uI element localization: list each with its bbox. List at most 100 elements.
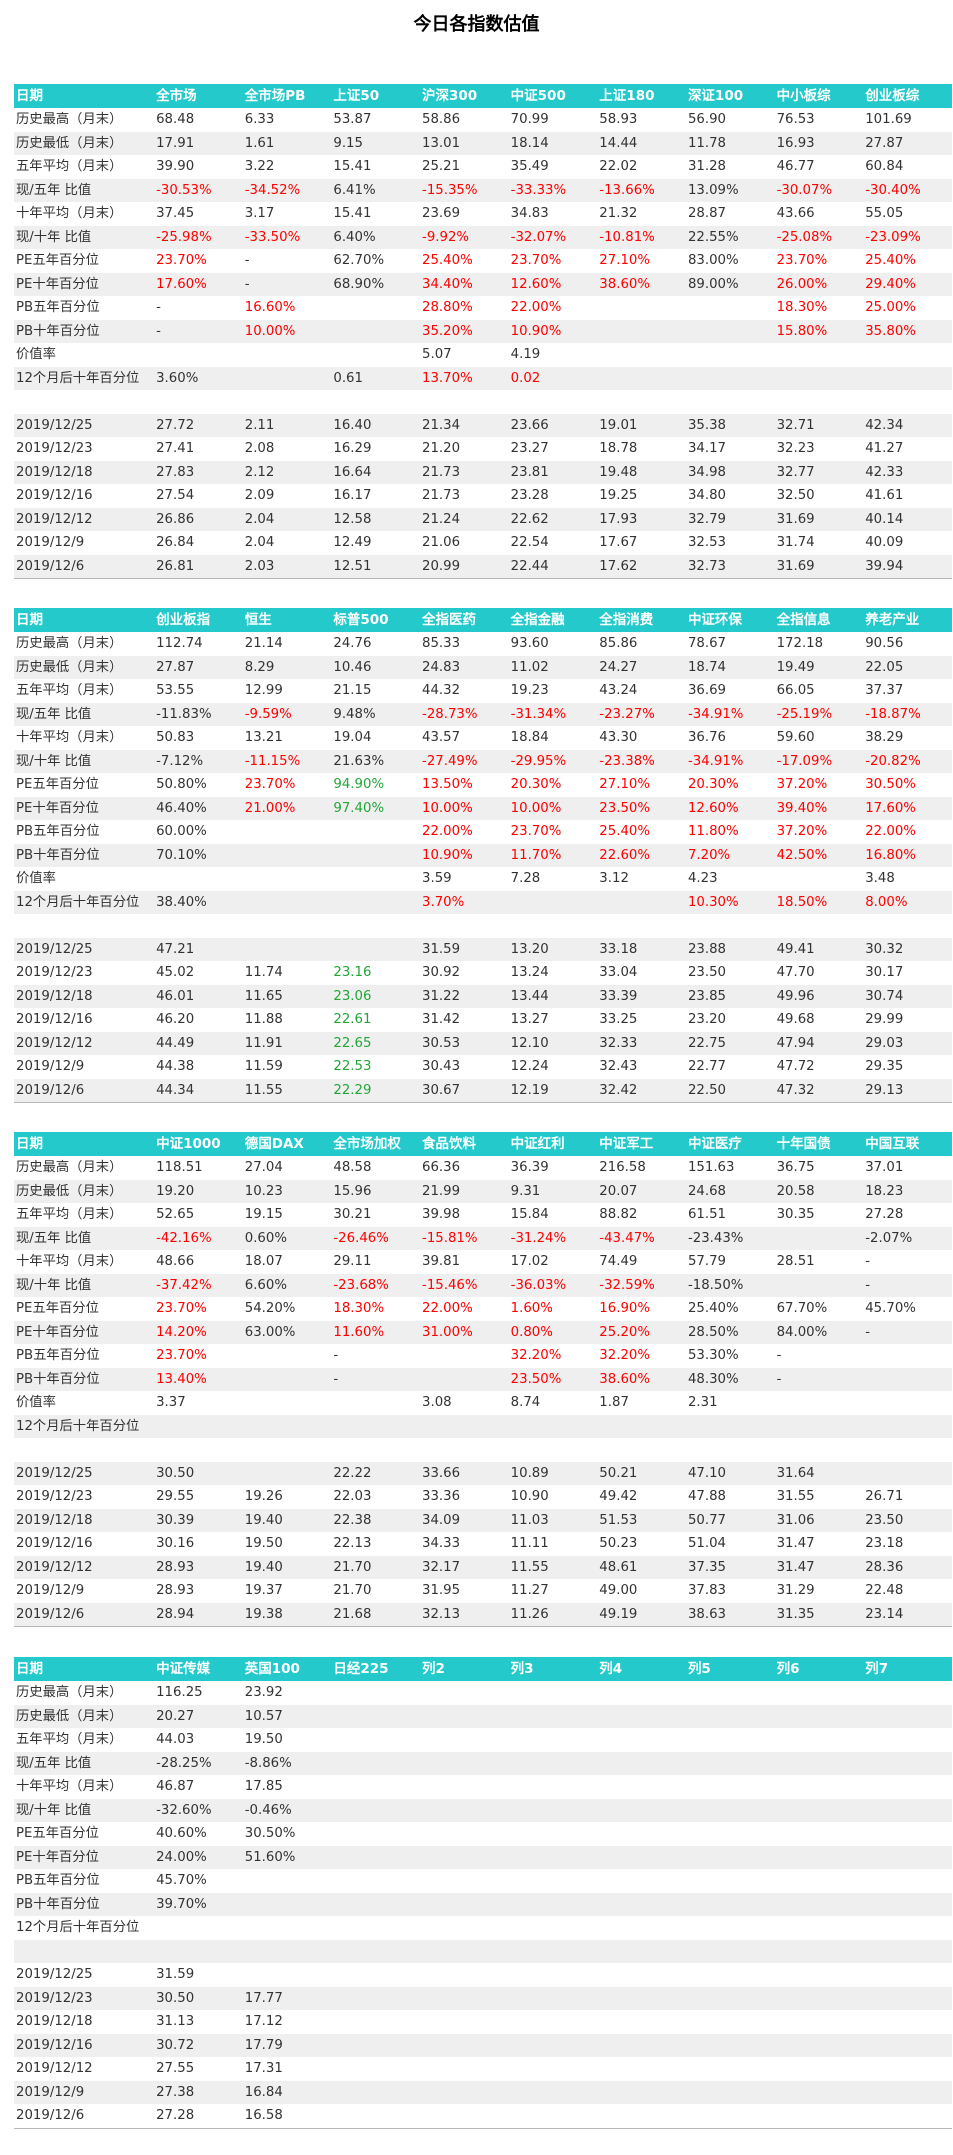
table-cell bbox=[420, 1798, 509, 1822]
table-cell: 18.07 bbox=[244, 1254, 283, 1269]
table-cell: 56.90 bbox=[687, 112, 727, 127]
table-cell: 54.20% bbox=[244, 1301, 296, 1316]
table-cell: 10.90% bbox=[508, 319, 598, 343]
table-cell: 37.20% bbox=[776, 824, 828, 839]
table-cell: 18.14 bbox=[508, 131, 598, 155]
table-cell: -42.16% bbox=[154, 1226, 243, 1250]
table-row bbox=[14, 914, 952, 938]
table-cell: 19.50 bbox=[244, 1732, 283, 1747]
table-row: 2019/12/25 47.21 31.59 13.20 33.18 23.88 49.41… bbox=[14, 937, 952, 961]
table-cell bbox=[685, 1845, 775, 1869]
row-label: 2019/12/16 bbox=[16, 488, 93, 503]
table-cell: 49.19 bbox=[597, 1602, 686, 1627]
table-cell bbox=[686, 1869, 775, 1893]
table-cell bbox=[243, 1391, 332, 1415]
table-cell bbox=[420, 1939, 509, 1963]
table-cell: 60.00% bbox=[156, 824, 207, 839]
table-cell bbox=[420, 1438, 509, 1462]
table-cell bbox=[686, 1438, 775, 1462]
table-cell: 22.65 bbox=[331, 1031, 421, 1055]
table-cell: 47.72 bbox=[776, 1059, 815, 1074]
table-cell: 16.58 bbox=[244, 2108, 283, 2123]
table-cell bbox=[509, 1438, 598, 1462]
table-cell: 7.28 bbox=[510, 871, 541, 886]
table-row: PB五年百分位 60.00% 22.00% 23.70% 25.40% 11.80% 37.… bbox=[14, 820, 952, 844]
table-cell: 88.82 bbox=[599, 1207, 638, 1222]
table-cell bbox=[242, 1461, 332, 1485]
row-label: PB十年百分位 bbox=[14, 319, 155, 343]
table-row: 五年平均（月末） 44.03 19.50 bbox=[14, 1728, 952, 1752]
table-cell: 3.48 bbox=[865, 871, 895, 886]
table-cell: 10.90 bbox=[510, 1489, 549, 1504]
table-cell: 25.40% bbox=[599, 824, 650, 839]
table-cell: 47.88 bbox=[687, 1489, 727, 1504]
table-cell: 21.73 bbox=[420, 460, 509, 484]
table-cell: 19.23 bbox=[510, 683, 549, 698]
table-cell bbox=[686, 2057, 775, 2081]
header-index-name: 全指消费 bbox=[597, 608, 686, 632]
row-label: 历史最低（月末） bbox=[14, 655, 155, 679]
table-cell: 13.21 bbox=[244, 730, 283, 745]
row-label: 2019/12/9 bbox=[16, 535, 85, 550]
table-cell bbox=[597, 1798, 686, 1822]
table-cell: 27.83 bbox=[154, 460, 243, 484]
table-cell: 17.60% bbox=[154, 272, 243, 296]
table-cell: 23.81 bbox=[508, 460, 598, 484]
table-row: 2019/12/16 30.16 19.50 22.13 34.33 11.11 50.23… bbox=[14, 1532, 952, 1556]
table-row: 现/五年 比值 -42.16% 0.60% -26.46% -15.81% -31.24%… bbox=[14, 1226, 952, 1250]
header-index-name: 全市场 bbox=[154, 84, 243, 108]
row-label: 五年平均（月末） bbox=[16, 683, 123, 698]
table-cell bbox=[154, 1916, 243, 1940]
table-cell bbox=[331, 2033, 421, 2057]
header-date: 日期 bbox=[14, 1132, 155, 1156]
table-cell: 22.53 bbox=[333, 1059, 372, 1074]
table-cell bbox=[331, 1414, 421, 1438]
table-cell bbox=[420, 2010, 509, 2034]
table-cell bbox=[863, 1963, 952, 1987]
table-cell: 12.10 bbox=[508, 1031, 598, 1055]
table-cell bbox=[331, 1822, 420, 1846]
table-cell: -25.08% bbox=[774, 225, 864, 249]
table-row: 2019/12/25 27.72 2.11 16.40 21.34 23.66 19.01 3… bbox=[14, 413, 952, 437]
table-cell: 53.87 bbox=[333, 112, 372, 127]
table-row: 2019/12/12 26.86 2.04 12.58 21.24 22.62 17.93 3… bbox=[14, 507, 952, 531]
table-cell: 29.99 bbox=[865, 1012, 904, 1027]
table-cell: 28.93 bbox=[154, 1555, 243, 1579]
table-row: PB十年百分位 -10.00% 35.20% 10.90% 15.80% 35.80% bbox=[14, 319, 952, 343]
table-cell: 12.60% bbox=[685, 796, 775, 820]
table-cell: 31.55 bbox=[776, 1489, 815, 1504]
table-cell bbox=[774, 1892, 864, 1916]
table-cell: 10.46 bbox=[331, 655, 421, 679]
table-cell: 0.60% bbox=[242, 1226, 332, 1250]
table-cell: 31.13 bbox=[156, 2014, 195, 2029]
table-cell: 24.00% bbox=[154, 1845, 243, 1869]
table-cell: 42.34 bbox=[863, 413, 952, 437]
table-cell: 25.40% bbox=[687, 1301, 739, 1316]
table-cell bbox=[775, 1963, 864, 1987]
table-cell bbox=[331, 843, 421, 867]
table-cell bbox=[331, 390, 420, 414]
table-cell: 21.32 bbox=[599, 206, 638, 221]
table-cell bbox=[685, 1892, 775, 1916]
table-cell: 27.87 bbox=[154, 655, 243, 679]
table-cell bbox=[863, 1916, 952, 1940]
table-cell bbox=[242, 1892, 332, 1916]
table-cell bbox=[154, 914, 243, 938]
table-cell: 27.55 bbox=[156, 2061, 195, 2076]
table-cell: 27.28 bbox=[156, 2108, 195, 2123]
table-cell: 36.76 bbox=[687, 730, 727, 745]
table-cell: 28.94 bbox=[154, 1602, 243, 1627]
table-cell: 12.51 bbox=[331, 554, 421, 579]
row-label: PB十年百分位 bbox=[14, 843, 155, 867]
table-row: 2019/12/23 27.41 2.08 16.29 21.20 23.27 18.78 3… bbox=[14, 437, 952, 461]
row-label: 历史最低（月末） bbox=[14, 131, 155, 155]
table-cell: 44.38 bbox=[156, 1059, 195, 1074]
table-cell: 31.69 bbox=[774, 507, 864, 531]
table-cell: 49.42 bbox=[599, 1489, 638, 1504]
table-cell: 6.41% bbox=[331, 178, 421, 202]
table-cell: 13.09% bbox=[685, 178, 775, 202]
table-cell: 17.02 bbox=[510, 1254, 549, 1269]
table-cell bbox=[863, 2080, 952, 2104]
valuation-table-3: 日期 中证1000 德国DAX 全市场加权 食品饮料 中证红利 中证军工 中证医疗 十年国债 中国… bbox=[14, 1132, 952, 1627]
table-cell: 11.60% bbox=[331, 1320, 421, 1344]
